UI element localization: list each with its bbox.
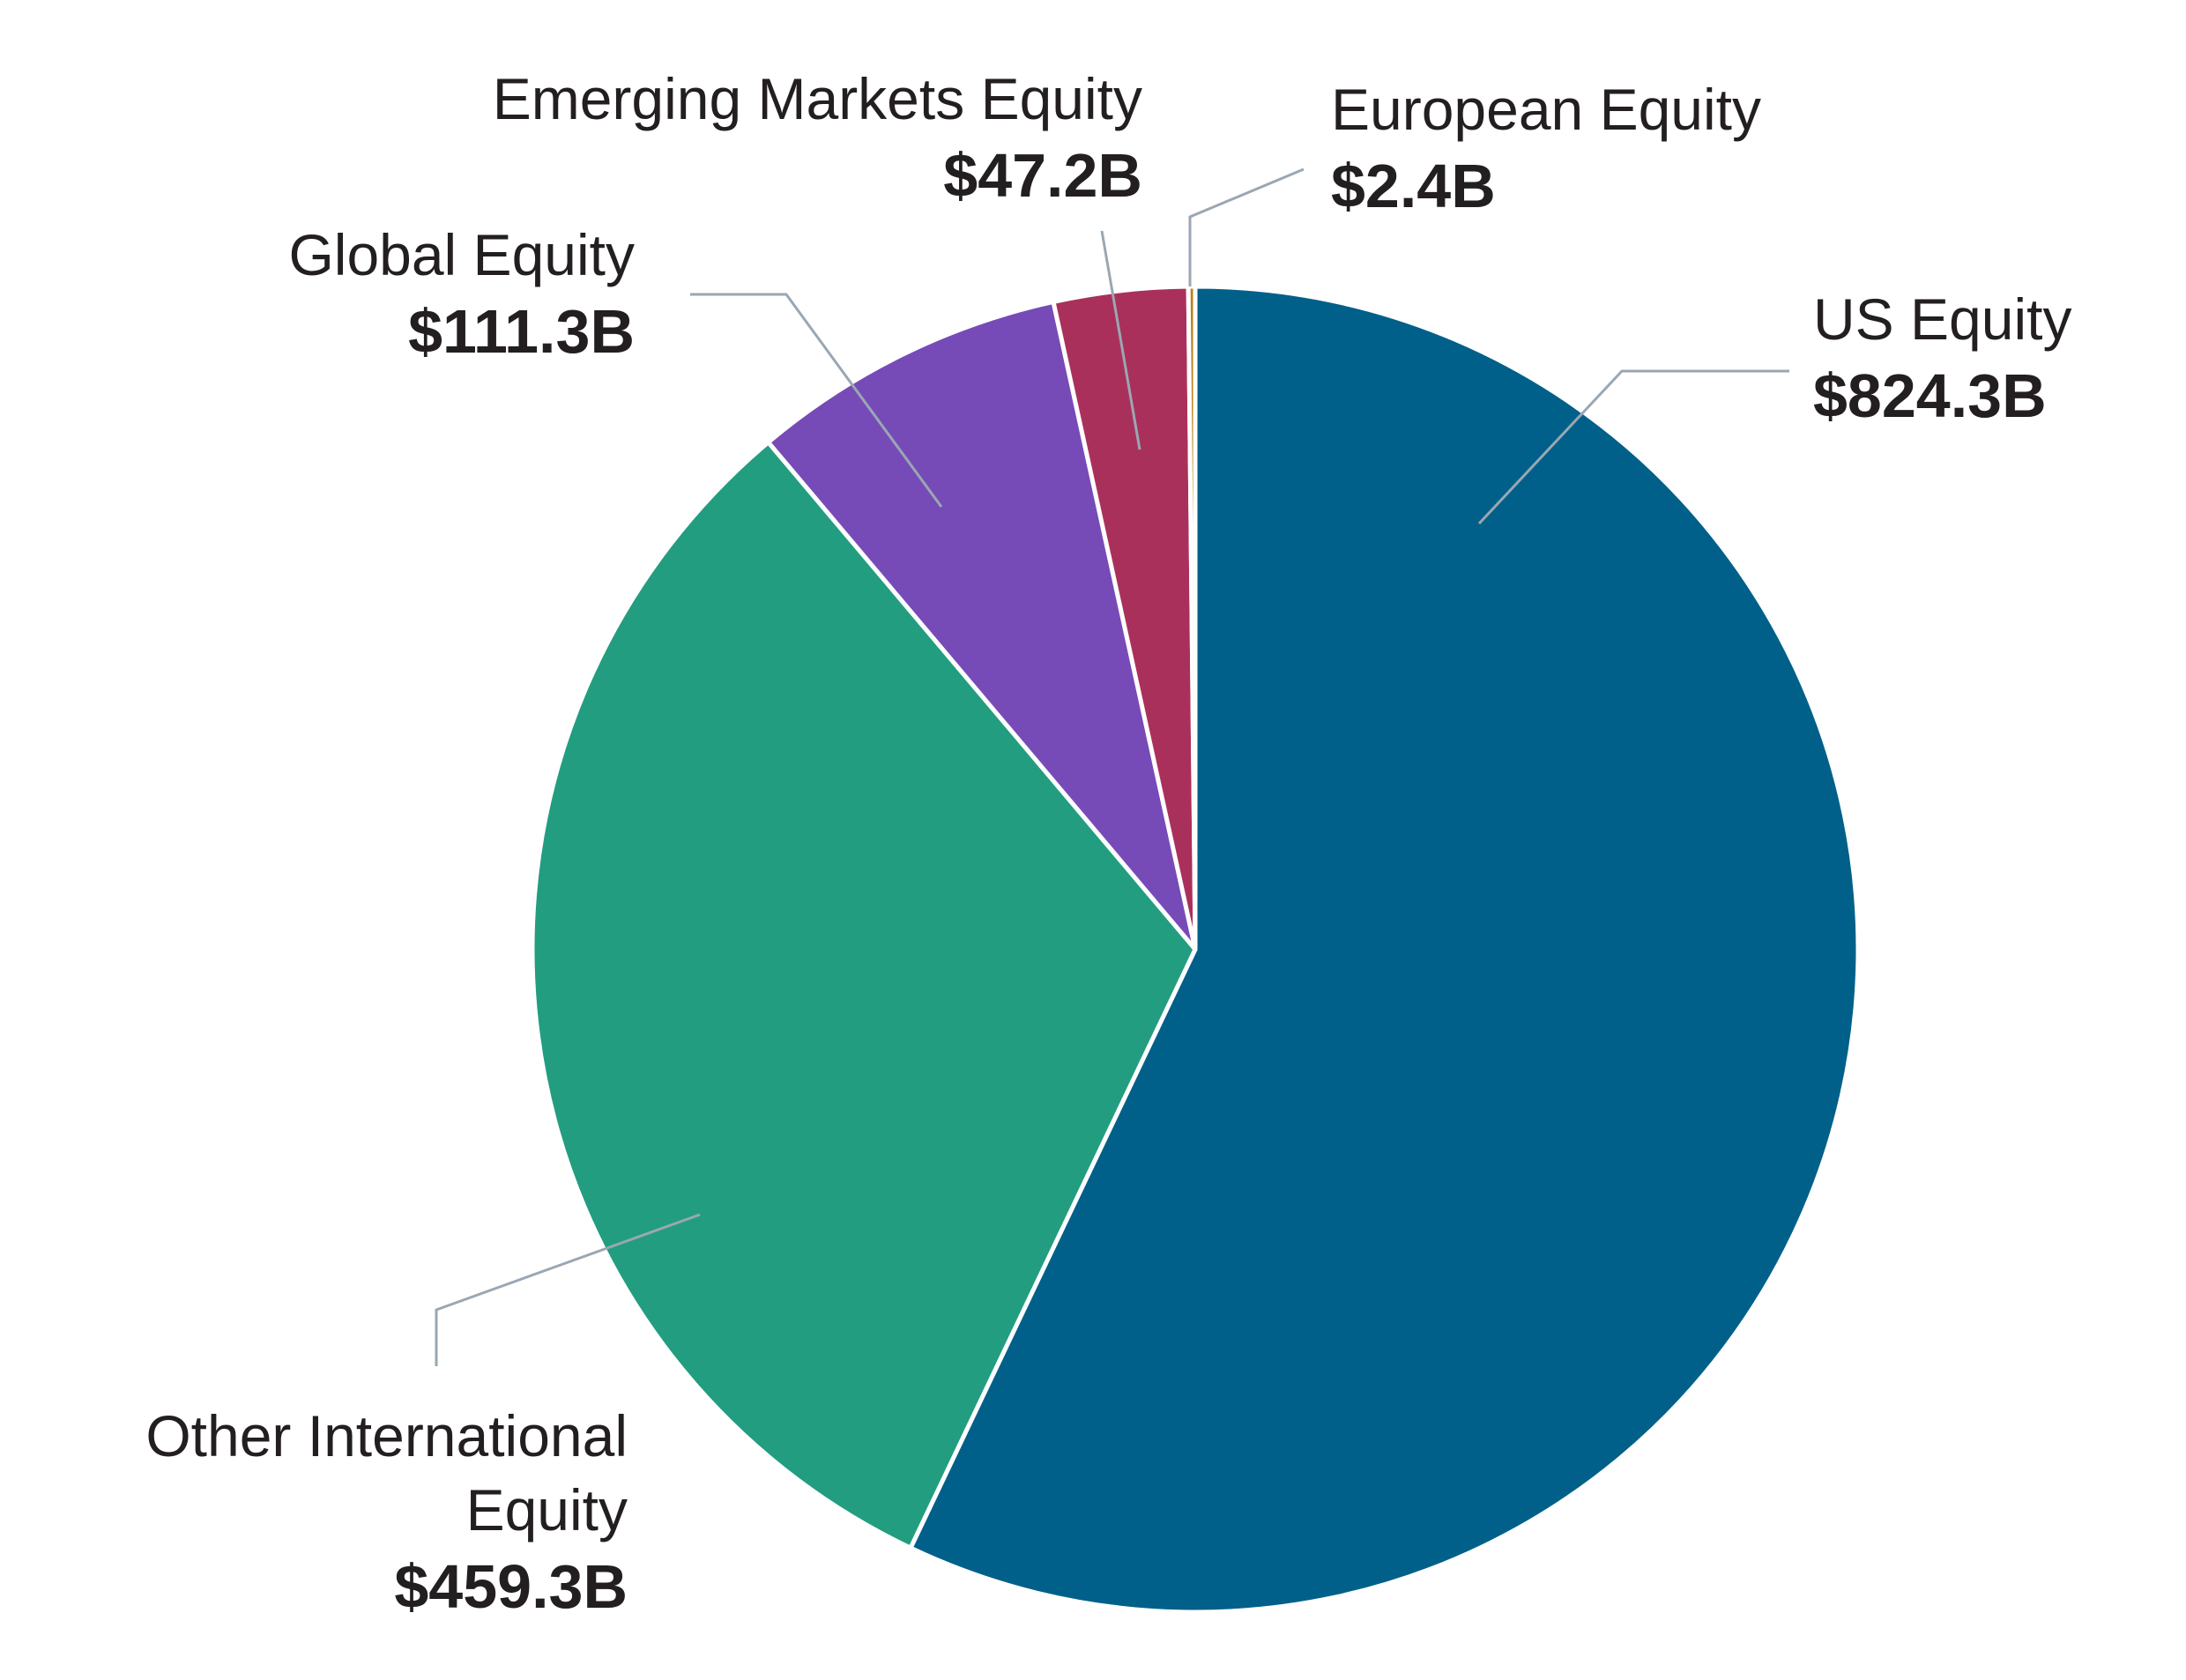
- pie-slice-us-equity: [908, 284, 1861, 1615]
- value-label-global-equity: $111.3B: [408, 297, 635, 366]
- label-other-international-line-2: Equity: [466, 1477, 628, 1542]
- value-label-other-international-equity: $459.3B: [394, 1552, 628, 1621]
- value-label-emerging-markets-equity: $47.2B: [943, 141, 1142, 210]
- label-other-international-line-1: Other International: [145, 1403, 628, 1468]
- pie-slices: [530, 284, 1861, 1615]
- label-us-equity: US Equity: [1813, 286, 2071, 352]
- leader-line-us-equity: [1477, 369, 1789, 525]
- leader-line-other-international-equity: [435, 1213, 701, 1366]
- leader-lines: [435, 167, 1789, 1366]
- label-global-equity: Global Equity: [288, 222, 635, 287]
- pie-slice-european-equity: [1186, 284, 1198, 952]
- value-label-european-equity: $2.4B: [1331, 152, 1496, 220]
- leader-line-european-equity: [1188, 167, 1305, 286]
- slice-labels: US Equity $824.3B Other International Eq…: [145, 66, 2071, 1621]
- leader-line-global-equity: [690, 293, 943, 508]
- leader-line-emerging-markets-equity: [1100, 230, 1141, 450]
- pie-slice-other-international-equity: [530, 440, 1198, 1550]
- label-european-equity: European Equity: [1331, 77, 1761, 142]
- value-label-us-equity: $824.3B: [1813, 361, 2047, 430]
- label-emerging-markets-equity: Emerging Markets Equity: [493, 66, 1142, 131]
